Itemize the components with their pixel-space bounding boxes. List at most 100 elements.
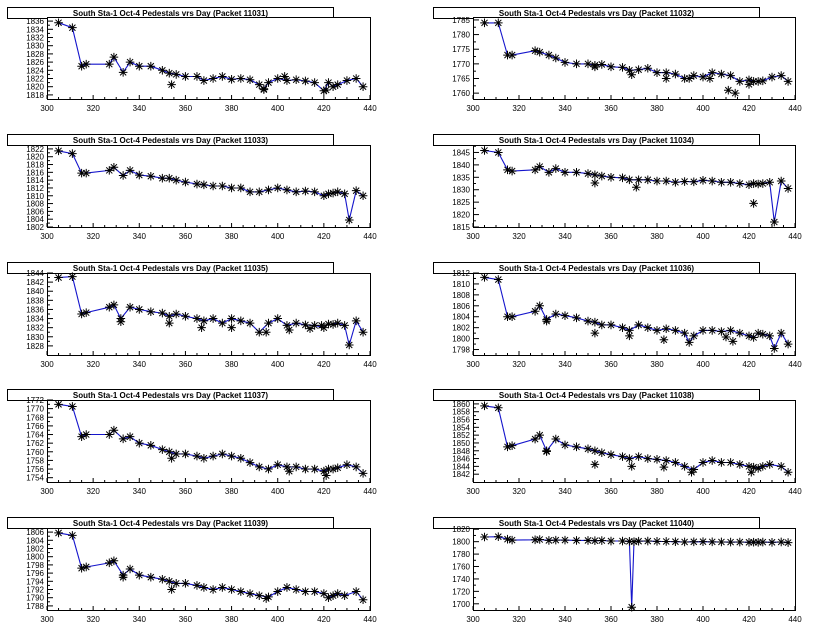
data-point <box>753 464 763 473</box>
x-tick-label: 360 <box>179 104 193 113</box>
data-point <box>273 460 283 470</box>
y-tick-label: 1806 <box>26 528 44 537</box>
data-point <box>480 146 489 155</box>
data-point <box>735 179 745 188</box>
x-tick-label: 300 <box>466 615 480 624</box>
data-point <box>671 177 680 187</box>
data-point <box>551 535 561 545</box>
x-tick-label: 340 <box>558 615 572 624</box>
data-point <box>301 320 310 330</box>
data-point <box>118 434 128 444</box>
data-point <box>236 183 246 193</box>
data-point <box>542 316 551 326</box>
data-point <box>625 326 634 335</box>
data-point <box>627 602 636 612</box>
data-point <box>134 438 144 448</box>
chart-title: South Sta-1 Oct-4 Pedestals vrs Day (Pac… <box>73 391 269 400</box>
x-tick-label: 340 <box>558 360 572 369</box>
y-tick-label: 1808 <box>26 200 44 209</box>
data-point <box>684 74 694 83</box>
data-point <box>109 556 119 566</box>
data-point <box>735 460 745 469</box>
data-point <box>192 72 202 81</box>
x-tick-label: 380 <box>225 104 239 113</box>
data-point <box>783 77 793 86</box>
x-tick-label: 320 <box>512 487 526 496</box>
data-point <box>618 173 627 183</box>
data-point <box>494 532 503 541</box>
x-tick-label: 400 <box>696 232 710 241</box>
y-tick-label: 1856 <box>452 416 470 425</box>
chart-panel-9: South Sta-1 Oct-4 Pedestals vrs Day (Pac… <box>7 517 377 624</box>
data-point <box>783 339 793 349</box>
data-point <box>344 340 354 350</box>
data-point <box>707 326 717 335</box>
plot-frame <box>47 273 371 356</box>
data-point <box>560 440 570 450</box>
data-point <box>68 402 77 411</box>
data-point <box>321 85 331 95</box>
data-point <box>652 326 662 335</box>
data-point <box>171 309 181 319</box>
plot-frame <box>473 273 796 356</box>
data-point <box>535 535 544 544</box>
data-point <box>340 321 349 330</box>
chart-panel-3: South Sta-1 Oct-4 Pedestals vrs Day (Pac… <box>7 134 377 241</box>
data-point <box>164 577 174 586</box>
data-point <box>192 314 202 323</box>
y-tick-label: 1842 <box>452 470 470 479</box>
data-point <box>507 312 517 322</box>
data-point <box>171 449 181 459</box>
data-point <box>291 75 301 85</box>
data-point <box>684 338 694 347</box>
x-tick-label: 380 <box>650 615 664 624</box>
data-point <box>81 430 91 439</box>
data-point <box>328 591 338 600</box>
y-tick-label: 1700 <box>452 600 470 609</box>
data-point <box>758 462 768 471</box>
plot-frame <box>473 400 796 483</box>
data-point <box>652 68 662 77</box>
data-point <box>54 273 63 282</box>
data-point <box>507 535 517 545</box>
data-point <box>340 189 349 199</box>
y-tick-label: 1824 <box>26 66 44 75</box>
data-point <box>590 328 600 338</box>
data-point <box>358 327 368 337</box>
x-tick-label: 380 <box>650 360 664 369</box>
x-tick-label: 420 <box>742 104 756 113</box>
x-tick-label: 380 <box>225 360 239 369</box>
x-tick-label: 320 <box>86 487 100 496</box>
x-tick-label: 340 <box>133 104 147 113</box>
data-point <box>317 321 326 330</box>
data-point <box>687 467 696 477</box>
data-point <box>618 323 627 332</box>
data-point <box>254 187 264 197</box>
data-point <box>301 464 310 474</box>
y-tick-label: 1860 <box>452 400 470 409</box>
data-point <box>273 314 283 323</box>
x-tick-label: 320 <box>512 615 526 624</box>
data-point <box>167 585 176 594</box>
data-point <box>310 78 319 87</box>
data-point <box>618 452 627 461</box>
data-point <box>264 318 273 328</box>
data-point <box>54 400 63 409</box>
data-point <box>726 71 735 80</box>
data-point <box>328 188 338 198</box>
data-point <box>227 75 236 84</box>
data-point <box>158 173 167 183</box>
y-tick-label: 1765 <box>452 75 470 84</box>
y-tick-label: 1770 <box>26 405 44 414</box>
chart-title: South Sta-1 Oct-4 Pedestals vrs Day (Pac… <box>499 519 695 528</box>
data-point <box>717 69 726 79</box>
data-point <box>503 312 512 322</box>
data-point <box>758 537 768 547</box>
x-tick-label: 380 <box>650 487 664 496</box>
data-point <box>659 335 669 344</box>
data-point <box>671 458 680 467</box>
data-point <box>208 451 218 461</box>
data-point <box>583 444 593 454</box>
x-tick-label: 420 <box>317 487 331 496</box>
